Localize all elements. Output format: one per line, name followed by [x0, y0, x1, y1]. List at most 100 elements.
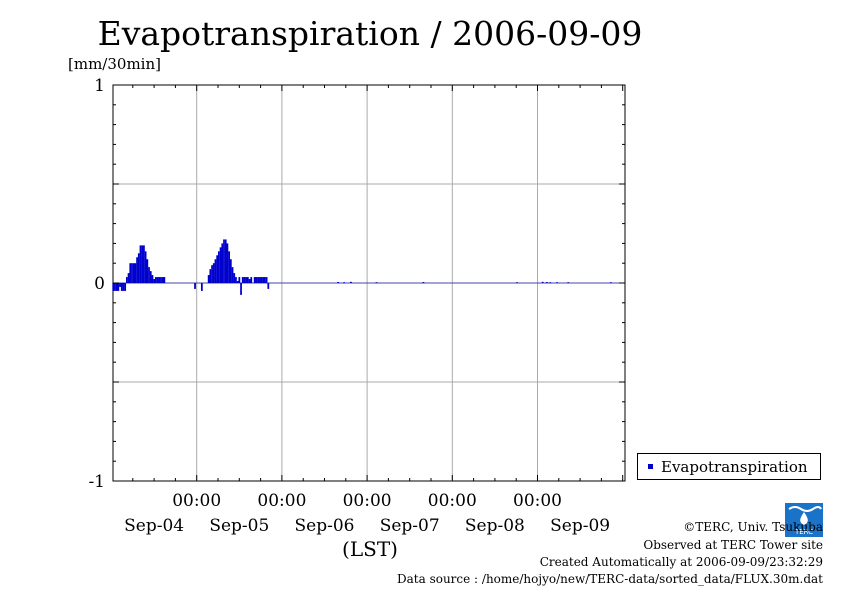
- data-bar: [556, 282, 559, 284]
- data-bar: [120, 283, 123, 291]
- data-bar: [117, 283, 120, 291]
- chart-title: Evapotranspiration / 2006-09-09: [97, 14, 643, 53]
- data-bar: [240, 283, 242, 295]
- data-bar: [224, 239, 227, 283]
- credit-created: Created Automatically at 2006-09-09/23:3…: [539, 555, 823, 569]
- data-bar: [194, 283, 196, 289]
- data-bar: [146, 259, 149, 283]
- x-time-label: 00:00: [513, 491, 562, 511]
- plot-grid: [113, 85, 625, 481]
- x-date-label: Sep-05: [209, 516, 269, 536]
- data-bar: [139, 245, 142, 283]
- data-bar: [546, 282, 548, 284]
- x-time-label: 00:00: [428, 491, 477, 511]
- data-bar: [262, 277, 265, 283]
- data-bar: [253, 277, 256, 283]
- legend-swatch: [648, 464, 653, 469]
- data-bar: [112, 283, 115, 291]
- data-bar: [246, 277, 249, 283]
- axis-labels: 1 0 -1 00:00 00:00 00:00 00:00 00:00 Sep-04 Sep-0…: [88, 76, 625, 561]
- data-bar: [233, 273, 236, 283]
- data-bar: [541, 281, 544, 283]
- data-bar: [136, 257, 138, 283]
- x-date-label: Sep-09: [550, 516, 610, 536]
- y-axis-unit: [mm/30min]: [68, 55, 161, 73]
- data-bar: [241, 277, 244, 283]
- data-bar: [124, 283, 127, 291]
- data-bar: [226, 243, 229, 283]
- data-bar: [114, 283, 116, 291]
- data-bar: [148, 267, 150, 283]
- data-bar: [125, 277, 128, 283]
- data-bar: [207, 275, 210, 283]
- x-date-label: Sep-04: [124, 516, 184, 536]
- data-bar: [337, 282, 340, 284]
- data-bar: [200, 283, 203, 291]
- data-bar: [153, 279, 156, 283]
- data-bar: [219, 247, 222, 283]
- credit-source: Data source : /home/hojyo/new/TERC-data/…: [397, 572, 823, 586]
- data-bar: [132, 263, 135, 283]
- data-bar: [231, 267, 234, 283]
- data-bar: [134, 263, 137, 283]
- data-bar: [131, 263, 133, 283]
- data-bar: [115, 283, 118, 291]
- data-bar: [209, 269, 212, 283]
- data-bar: [245, 277, 248, 283]
- data-bar: [243, 277, 246, 283]
- data-bar: [144, 251, 147, 283]
- data-bar: [235, 277, 237, 283]
- data-bar: [260, 277, 263, 283]
- data-bar: [567, 282, 570, 284]
- data-bar: [212, 263, 215, 283]
- legend: Evapotranspiration: [637, 453, 821, 480]
- data-bar: [236, 281, 239, 283]
- y-tick-label: -1: [88, 472, 105, 492]
- data-bar: [154, 277, 157, 283]
- data-bar: [156, 277, 159, 283]
- data-bar: [223, 239, 225, 283]
- data-bar: [137, 253, 140, 283]
- data-bar: [119, 283, 121, 287]
- data-bar: [143, 245, 145, 283]
- data-bar: [221, 243, 224, 283]
- data-bar: [257, 277, 259, 283]
- x-time-label: 00:00: [257, 491, 306, 511]
- x-date-label: Sep-08: [465, 516, 525, 536]
- data-bar: [248, 279, 251, 283]
- data-bar: [255, 277, 258, 283]
- svg-text:TERC: TERC: [794, 528, 813, 536]
- data-bar: [214, 259, 217, 283]
- data-bar: [228, 251, 230, 283]
- credit-copyright: ©TERC, Univ. Tsukuba: [683, 520, 823, 534]
- terc-logo: TERC: [785, 503, 823, 537]
- x-time-label: 00:00: [172, 491, 221, 511]
- data-bar: [267, 283, 270, 289]
- data-bar: [211, 265, 213, 283]
- data-bar: [609, 282, 612, 284]
- data-bar: [216, 255, 219, 283]
- data-bars: [112, 239, 612, 295]
- data-bar: [158, 277, 161, 283]
- data-bar: [218, 251, 220, 283]
- data-bar: [422, 282, 425, 284]
- data-bar: [350, 281, 352, 283]
- data-bar: [151, 275, 154, 283]
- data-bar: [516, 282, 518, 284]
- data-bar: [250, 277, 253, 283]
- data-bar: [122, 283, 125, 291]
- data-bar: [163, 277, 166, 283]
- x-axis-label: (LST): [342, 537, 398, 561]
- data-bar: [127, 273, 130, 283]
- data-bar: [549, 282, 552, 284]
- credit-observed: Observed at TERC Tower site: [643, 538, 823, 552]
- x-time-label: 00:00: [343, 491, 392, 511]
- y-tick-label: 1: [94, 76, 105, 96]
- legend-label: Evapotranspiration: [661, 457, 808, 476]
- data-bar: [160, 277, 162, 283]
- data-bar: [238, 277, 241, 283]
- data-bar: [258, 277, 261, 283]
- data-bar: [265, 277, 268, 283]
- x-date-label: Sep-07: [380, 516, 440, 536]
